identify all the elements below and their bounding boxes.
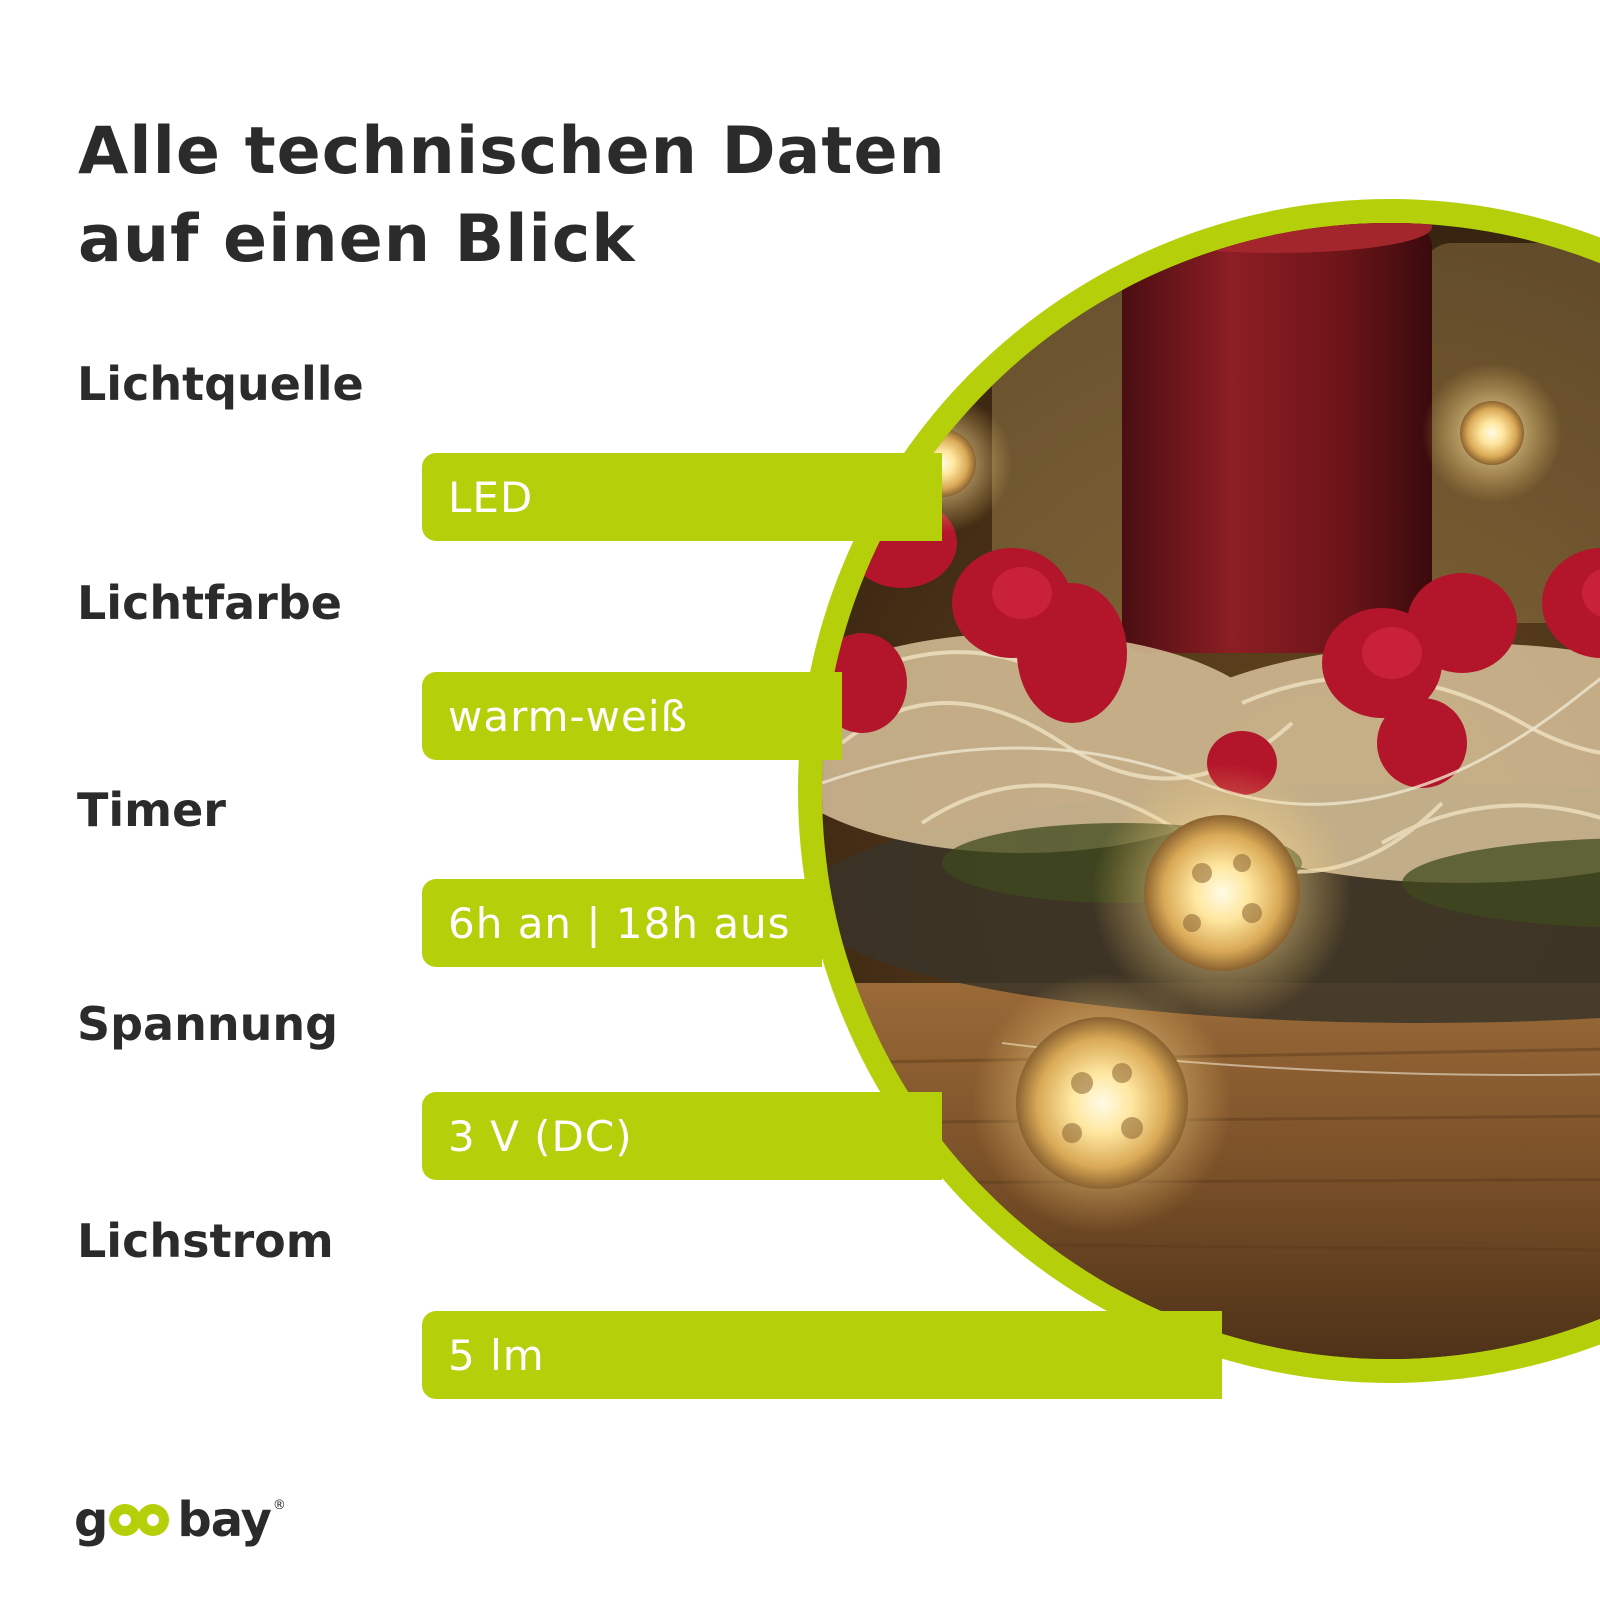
spec-value-text: 5 lm bbox=[448, 1330, 545, 1380]
page-title: Alle technischen Daten auf einen Blick bbox=[78, 108, 946, 284]
fairy-light-candle-photo-icon bbox=[822, 223, 1600, 1359]
page-title-line-2: auf einen Blick bbox=[78, 202, 636, 277]
spec-label-lichtquelle: Lichtquelle bbox=[77, 357, 364, 411]
spec-value-lichtfarbe: warm-weiß bbox=[422, 672, 842, 760]
registered-mark: ® bbox=[272, 1498, 286, 1513]
spec-value-lichstrom: 5 lm bbox=[422, 1311, 1222, 1399]
spec-value-text: LED bbox=[448, 472, 534, 522]
logo-suffix: bay bbox=[177, 1492, 272, 1548]
spec-label-spannung: Spannung bbox=[77, 997, 339, 1051]
spec-label-timer: Timer bbox=[77, 783, 226, 837]
spec-value-spannung: 3 V (DC) bbox=[422, 1092, 942, 1180]
spec-value-lichtquelle: LED bbox=[422, 453, 942, 541]
spec-value-text: 3 V (DC) bbox=[448, 1111, 633, 1161]
spec-value-text: 6h an | 18h aus bbox=[448, 898, 791, 948]
brand-logo: g bay ® bbox=[74, 1490, 286, 1550]
page-title-line-1: Alle technischen Daten bbox=[78, 114, 946, 189]
spec-value-timer: 6h an | 18h aus bbox=[422, 879, 822, 967]
spec-value-text: warm-weiß bbox=[448, 691, 688, 741]
logo-double-o-icon bbox=[109, 1500, 175, 1544]
spec-label-lichstrom: Lichstrom bbox=[77, 1214, 334, 1268]
spec-label-lichtfarbe: Lichtfarbe bbox=[77, 576, 342, 630]
logo-prefix: g bbox=[74, 1492, 108, 1548]
product-photo bbox=[822, 223, 1600, 1359]
